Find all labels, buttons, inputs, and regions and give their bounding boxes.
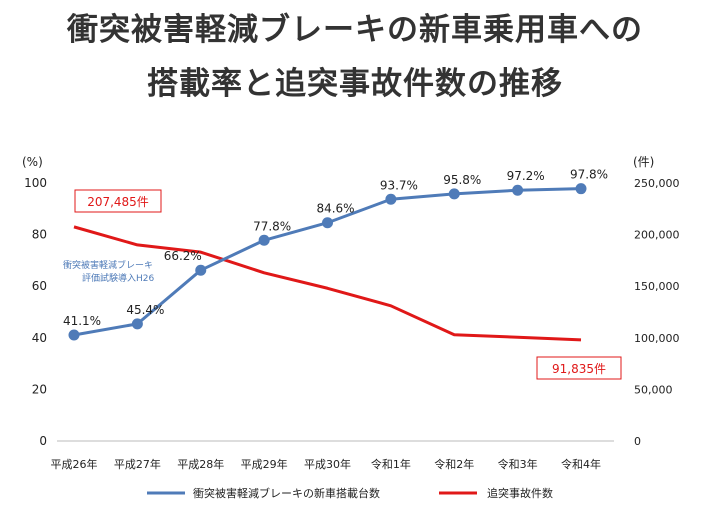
x-tick: 令和1年 [371, 457, 411, 471]
x-tick: 平成28年 [177, 457, 224, 471]
brake-point [131, 318, 143, 330]
x-tick: 令和4年 [561, 457, 601, 471]
legend-label-accident: 追突事故件数 [487, 486, 553, 500]
brake-value-label: 77.8% [253, 219, 291, 233]
annotation-line1: 衝突被害軽減ブレーキ [63, 259, 153, 271]
x-tick: 平成26年 [51, 457, 98, 471]
value-labels: 41.1% 45.4% 66.2% 77.8% 84.6% 93.7% 95.8% 97.2%… [63, 168, 608, 328]
y-right-tick: 50,000 [634, 383, 673, 396]
x-tick: 令和2年 [434, 457, 474, 471]
x-tick: 平成27年 [114, 457, 161, 471]
brake-point [195, 264, 207, 276]
brake-point [322, 217, 333, 229]
y-right-ticks: 0 50,000 100,000 150,000 200,000 250,000 [634, 177, 680, 448]
annotation-line2: 評価試験導入H26 [82, 272, 154, 284]
y-left-tick: 60 [32, 279, 47, 293]
brake-point [385, 193, 397, 205]
y-left-tick: 40 [32, 331, 47, 345]
y-left-tick: 100 [24, 176, 47, 190]
y-left-tick: 0 [39, 434, 47, 448]
y-right-tick: 200,000 [634, 229, 680, 242]
last-red-label-box: 91,835件 [536, 356, 622, 380]
x-ticks: 平成26年 平成27年 平成28年 平成29年 平成30年 令和1年 令和2年 令和3年 令和4… [51, 457, 602, 471]
accident-line [73, 225, 582, 342]
brake-value-label: 93.7% [380, 178, 418, 192]
first-red-label-box: 207,485件 [74, 189, 162, 213]
brake-series [68, 183, 587, 341]
brake-point [448, 188, 460, 200]
first-red-label-frame [74, 189, 162, 213]
y-left-unit-label: (%) [22, 155, 43, 169]
first-red-label: 207,485件 [87, 195, 149, 209]
brake-value-label: 66.2% [164, 249, 202, 263]
y-left-tick: 20 [32, 382, 47, 396]
brake-point [68, 329, 80, 341]
brake-value-label: 45.4% [126, 303, 164, 317]
brake-value-label: 41.1% [63, 314, 101, 328]
chart-title-line2: 搭載率と追突事故件数の推移 [147, 66, 563, 102]
x-tick: 平成30年 [304, 457, 351, 471]
chart-title-line1: 衝突被害軽減ブレーキの新車乗用車への [67, 12, 643, 48]
brake-point [512, 184, 524, 196]
last-red-label: 91,835件 [552, 362, 606, 376]
y-right-tick: 250,000 [634, 177, 680, 190]
last-red-label-frame [536, 356, 622, 380]
y-right-tick: 150,000 [634, 280, 680, 293]
x-tick: 令和3年 [498, 457, 538, 471]
accident-series [73, 225, 582, 342]
brake-point [575, 183, 587, 195]
legend-label-brake: 衝突被害軽減ブレーキの新車搭載台数 [193, 486, 380, 500]
brake-point [258, 234, 270, 246]
annotation: 衝突被害軽減ブレーキ 評価試験導入H26 [63, 259, 154, 284]
y-left-tick: 80 [32, 228, 47, 242]
brake-value-label: 84.6% [316, 202, 354, 216]
legend: 衝突被害軽減ブレーキの新車搭載台数 追突事故件数 [147, 486, 553, 500]
brake-value-label: 97.8% [570, 168, 608, 182]
brake-value-label: 95.8% [443, 173, 481, 187]
y-left-ticks: 0 20 40 60 80 100 [24, 176, 47, 448]
y-right-tick: 0 [634, 435, 641, 448]
y-right-tick: 100,000 [634, 332, 680, 345]
brake-value-label: 97.2% [507, 169, 545, 183]
y-right-unit-label: (件) [633, 155, 654, 169]
x-tick: 平成29年 [241, 457, 288, 471]
